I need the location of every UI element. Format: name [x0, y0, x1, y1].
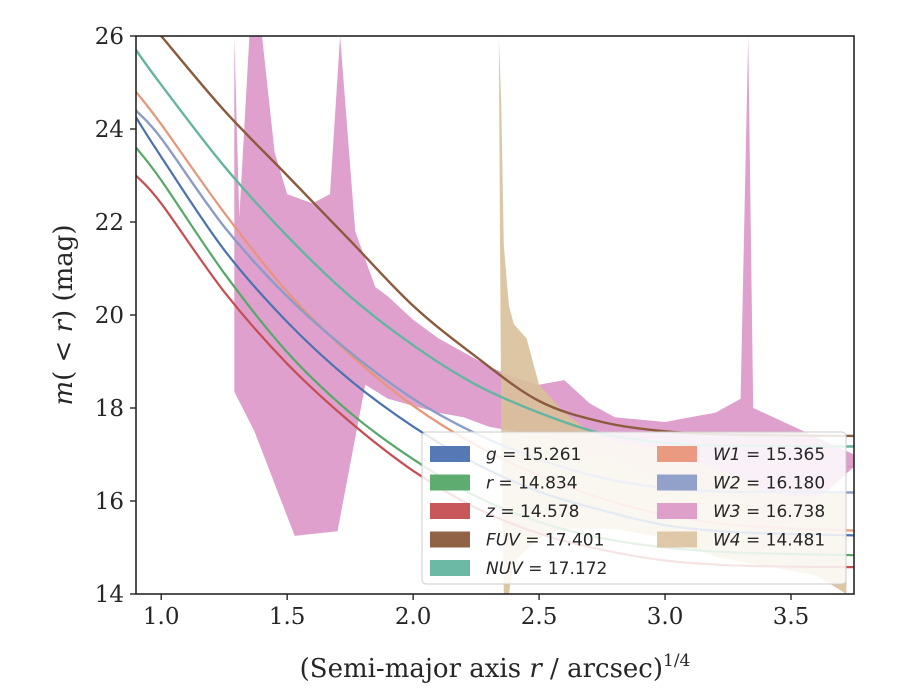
legend-label-w4: W4 = 14.481	[713, 531, 825, 551]
y-tick-label: 24	[95, 117, 124, 143]
legend-swatch-w2	[657, 474, 697, 491]
y-tick-label: 20	[95, 303, 124, 329]
legend-label-w1: W1 = 15.365	[713, 445, 825, 465]
legend-label-nuv: NUV = 17.172	[486, 559, 607, 579]
legend-box	[421, 431, 847, 585]
legend-label-z: z = 14.578	[485, 502, 579, 522]
legend-swatch-w3	[657, 503, 697, 519]
x-tick-label: 2.5	[521, 604, 558, 630]
y-tick-label: 16	[95, 489, 124, 515]
x-axis: 1.0 1.5 2.0 2.5 3.0 3.5	[143, 594, 809, 630]
x-tick-label: 1.5	[269, 604, 306, 630]
legend-label-r: r = 14.834	[486, 474, 578, 494]
legend-label-w3: W3 = 16.738	[713, 502, 825, 522]
legend-swatch-r	[430, 474, 470, 491]
legend: g = 15.261 r = 14.834 z = 14.578 FUV = 17.4…	[430, 445, 825, 579]
x-axis-title: (Semi-major axis r / arcsec)1/4	[300, 651, 691, 684]
y-tick-label: 18	[95, 396, 124, 422]
x-tick-label: 3.5	[773, 604, 810, 630]
legend-label-g: g = 15.261	[486, 445, 581, 465]
legend-swatch-nuv	[430, 560, 470, 576]
x-tick-label: 2.0	[395, 604, 432, 630]
legend-swatch-w1	[657, 446, 697, 462]
legend-label-fuv: FUV = 17.401	[486, 531, 604, 551]
legend-swatch-w4	[657, 531, 697, 548]
y-tick-label: 22	[95, 210, 124, 236]
y-tick-label: 26	[95, 24, 124, 50]
legend-swatch-z	[430, 503, 470, 519]
band-w3	[234, 36, 854, 557]
legend-swatch-fuv	[430, 531, 470, 548]
legend-swatch-g	[430, 446, 470, 462]
y-tick-label: 14	[95, 582, 124, 608]
y-axis-title: m( < r) (mag)	[49, 224, 79, 405]
y-axis: 14 16 18 20 22 24 26	[95, 24, 136, 608]
x-tick-label: 1.0	[143, 604, 180, 630]
x-tick-label: 3.0	[647, 604, 684, 630]
legend-label-w2: W2 = 16.180	[713, 474, 825, 494]
